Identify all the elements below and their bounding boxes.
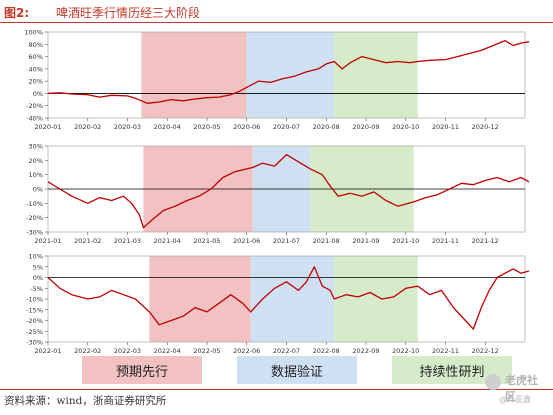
y-tick-label: 10% bbox=[29, 171, 43, 179]
figure-title: 啤酒旺季行情历经三大阶段 bbox=[56, 6, 201, 20]
x-tick-label: 2021-07 bbox=[273, 237, 300, 245]
series-line bbox=[47, 266, 530, 330]
chart-2021: 30% 20% 10% 0% -10% -20% -30%2021-01 2021-02 202… bbox=[26, 143, 530, 245]
x-tick-label: 2021-06 bbox=[233, 237, 260, 245]
tiger-logo-icon bbox=[485, 374, 501, 390]
x-tick-label: 2021-01 bbox=[34, 237, 61, 245]
x-tick-label: 2020-02 bbox=[74, 123, 101, 131]
x-tick-label: 2021-12 bbox=[472, 237, 499, 245]
y-tick-label: 20% bbox=[29, 157, 43, 165]
x-tick-label: 2021-03 bbox=[114, 237, 141, 245]
x-tick-label: 2020-12 bbox=[472, 123, 499, 131]
x-tick-label: 2022-09 bbox=[352, 347, 379, 355]
y-tick-label: -25% bbox=[26, 328, 43, 336]
y-tick-label: -30% bbox=[26, 229, 43, 237]
legend-item-expectation: 预期先行 bbox=[82, 356, 202, 384]
x-tick-label: 2022-12 bbox=[472, 347, 499, 355]
phase-band bbox=[141, 32, 247, 118]
x-tick-label: 2022-10 bbox=[392, 347, 419, 355]
x-tick-label: 2022-01 bbox=[34, 347, 61, 355]
y-tick-label: -5% bbox=[30, 285, 43, 293]
watermark-main: 老虎社区 bbox=[505, 374, 538, 403]
x-tick-label: 2020-05 bbox=[193, 123, 220, 131]
legend-label: 持续性研判 bbox=[419, 364, 485, 380]
y-tick-label: 30% bbox=[29, 143, 43, 151]
x-tick-label: 2021-08 bbox=[313, 237, 340, 245]
x-tick-label: 2020-10 bbox=[392, 123, 419, 131]
y-tick-label: -20% bbox=[26, 102, 43, 110]
title-rule bbox=[0, 22, 553, 23]
x-tick-label: 2022-02 bbox=[74, 347, 101, 355]
footer-rule bbox=[0, 389, 553, 390]
y-tick-label: 100% bbox=[24, 29, 43, 37]
source-note: 资料来源：wind，浙商证券研究所 bbox=[4, 395, 167, 407]
x-tick-label: 2022-08 bbox=[313, 347, 340, 355]
x-tick-label: 2021-04 bbox=[154, 237, 181, 245]
x-tick-label: 2021-09 bbox=[352, 237, 379, 245]
phase-band bbox=[250, 256, 335, 342]
watermark-sub: @阡亚鑫 bbox=[499, 395, 531, 404]
legend-item-verification: 数据验证 bbox=[237, 356, 357, 384]
y-tick-label: 0% bbox=[33, 186, 43, 194]
phase-band bbox=[246, 32, 335, 118]
x-tick-label: 2020-11 bbox=[432, 123, 459, 131]
x-tick-label: 2020-09 bbox=[352, 123, 379, 131]
watermark: 老虎社区 @阡亚鑫 bbox=[485, 372, 547, 412]
x-tick-label: 2022-11 bbox=[432, 347, 459, 355]
x-tick-label: 2020-03 bbox=[114, 123, 141, 131]
figure-number: 图2: bbox=[4, 6, 30, 20]
y-tick-label: 0% bbox=[33, 274, 43, 282]
x-tick-label: 2020-08 bbox=[313, 123, 340, 131]
phase-band bbox=[334, 256, 418, 342]
x-tick-label: 2020-06 bbox=[233, 123, 260, 131]
series-line bbox=[47, 39, 530, 104]
chart-2020: 100% 80% 60% 40% 20% 0% -20% -40%2020-01 2020-02… bbox=[24, 29, 530, 131]
y-tick-label: 20% bbox=[29, 78, 43, 86]
x-tick-label: 2022-06 bbox=[233, 347, 260, 355]
x-tick-label: 2021-10 bbox=[392, 237, 419, 245]
x-tick-label: 2020-01 bbox=[34, 123, 61, 131]
x-tick-label: 2022-05 bbox=[193, 347, 220, 355]
x-tick-label: 2021-02 bbox=[74, 237, 101, 245]
x-tick-label: 2020-04 bbox=[154, 123, 181, 131]
y-tick-label: -10% bbox=[26, 296, 43, 304]
y-tick-label: -20% bbox=[26, 317, 43, 325]
y-tick-label: 40% bbox=[29, 65, 43, 73]
phase-band bbox=[149, 256, 251, 342]
x-tick-label: 2022-03 bbox=[114, 347, 141, 355]
y-tick-label: -40% bbox=[26, 115, 43, 123]
x-tick-label: 2022-04 bbox=[154, 347, 181, 355]
x-tick-label: 2020-07 bbox=[273, 123, 300, 131]
y-tick-label: -15% bbox=[26, 306, 43, 314]
x-tick-label: 2021-11 bbox=[432, 237, 459, 245]
y-tick-label: 80% bbox=[29, 41, 43, 49]
y-tick-label: 60% bbox=[29, 53, 43, 61]
figure-header: 图2: 啤酒旺季行情历经三大阶段 bbox=[0, 0, 553, 24]
x-tick-label: 2021-05 bbox=[193, 237, 220, 245]
y-tick-label: 10% bbox=[29, 253, 43, 261]
phase-band bbox=[334, 32, 418, 118]
y-tick-label: -10% bbox=[26, 200, 43, 208]
y-tick-label: 0% bbox=[33, 90, 43, 98]
legend-label: 预期先行 bbox=[115, 364, 168, 380]
legend-label: 数据验证 bbox=[270, 364, 323, 380]
y-tick-label: -20% bbox=[26, 214, 43, 222]
x-tick-label: 2022-07 bbox=[273, 347, 300, 355]
series-line bbox=[47, 153, 530, 229]
y-tick-label: 5% bbox=[33, 263, 43, 271]
y-tick-label: -30% bbox=[26, 339, 43, 347]
chart-2022: 10% 5% 0% -5% -10% -15% -20% -25% -30%2022-01 202… bbox=[26, 253, 530, 355]
legend: 预期先行 数据验证 持续性研判 bbox=[82, 356, 512, 386]
